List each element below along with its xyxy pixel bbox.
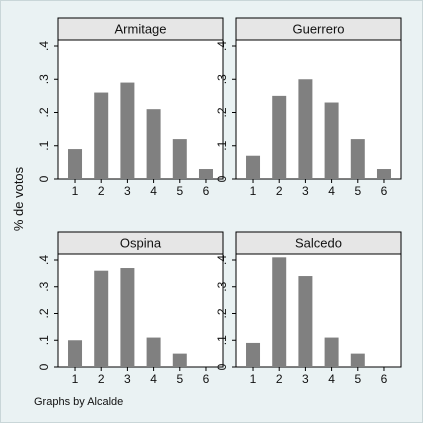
facet-note: Graphs by Alcalde [34,396,123,408]
bar-ospina-1 [68,340,83,367]
y-tick-label-salcedo-0: 0 [215,363,229,370]
y-tick-label-guerrero-2: .2 [215,107,229,117]
y-tick-label-ospina-3: .3 [37,281,51,291]
bar-salcedo-1 [246,342,261,367]
bar-ospina-5 [172,353,187,367]
x-tick-label-guerrero-5: 5 [354,184,361,198]
bar-guerrero-3 [298,79,313,179]
x-tick-label-salcedo-1: 1 [250,372,257,386]
x-tick-label-armitage-2: 2 [98,184,105,198]
x-tick-label-armitage-1: 1 [72,184,79,198]
panel-ospina [57,253,224,368]
bar-guerrero-4 [324,102,339,179]
x-tick-label-ospina-3: 3 [124,372,131,386]
y-tick-label-guerrero-0: 0 [215,175,229,182]
bar-armitage-5 [172,139,187,179]
y-tick-label-armitage-1: .1 [37,140,51,150]
bar-armitage-2 [94,92,109,179]
x-tick-label-ospina-1: 1 [72,372,79,386]
y-tick-label-armitage-0: 0 [37,175,51,182]
x-tick-label-salcedo-2: 2 [276,372,283,386]
bar-guerrero-5 [350,139,365,179]
x-tick-label-ospina-4: 4 [150,372,157,386]
x-tick-label-guerrero-3: 3 [302,184,309,198]
bar-salcedo-2 [272,257,287,367]
x-tick-label-guerrero-4: 4 [328,184,335,198]
y-tick-label-salcedo-4: .4 [215,255,229,265]
y-tick-label-ospina-0: 0 [37,363,51,370]
y-tick-label-ospina-2: .2 [37,308,51,318]
bar-guerrero-1 [246,155,261,179]
x-tick-label-ospina-2: 2 [98,372,105,386]
panel-salcedo [235,253,402,368]
bar-armitage-1 [68,149,83,179]
y-tick-label-ospina-4: .4 [37,255,51,265]
panel-header-ospina [57,231,224,255]
x-tick-label-armitage-3: 3 [124,184,131,198]
y-tick-label-guerrero-1: .1 [215,140,229,150]
x-tick-label-salcedo-4: 4 [328,372,335,386]
panel-title-ospina: Ospina [120,236,162,251]
y-tick-label-salcedo-2: .2 [215,308,229,318]
y-tick-label-salcedo-1: .1 [215,335,229,345]
bar-guerrero-2 [272,95,287,179]
x-tick-label-armitage-5: 5 [176,184,183,198]
panel-armitage [57,39,224,180]
bar-armitage-4 [146,109,161,179]
y-tick-label-ospina-1: .1 [37,335,51,345]
y-tick-label-guerrero-4: .4 [215,41,229,51]
y-tick-label-armitage-3: .3 [37,74,51,84]
panel-header-salcedo [235,231,402,255]
bar-armitage-6 [198,169,213,179]
bar-ospina-2 [94,270,109,367]
x-tick-label-armitage-6: 6 [203,184,210,198]
y-tick-label-salcedo-3: .3 [215,281,229,291]
y-tick-label-guerrero-3: .3 [215,74,229,84]
x-tick-label-guerrero-2: 2 [276,184,283,198]
panel-title-armitage: Armitage [114,22,166,37]
x-tick-label-guerrero-1: 1 [250,184,257,198]
panel-guerrero [235,39,402,180]
x-tick-label-salcedo-6: 6 [381,372,388,386]
x-tick-label-salcedo-5: 5 [354,372,361,386]
panel-title-guerrero: Guerrero [292,22,344,37]
x-tick-label-ospina-6: 6 [203,372,210,386]
y-axis-label: % de votos [11,166,26,231]
bar-salcedo-3 [298,276,313,367]
bar-armitage-3 [120,82,135,179]
panel-title-salcedo: Salcedo [295,236,342,251]
x-tick-label-salcedo-3: 3 [302,372,309,386]
bar-salcedo-4 [324,337,339,367]
x-tick-label-ospina-5: 5 [176,372,183,386]
bar-guerrero-6 [376,169,391,179]
bar-salcedo-5 [350,353,365,367]
y-tick-label-armitage-4: .4 [37,41,51,51]
panel-header-armitage [57,17,224,41]
panel-header-guerrero [235,17,402,41]
bar-ospina-3 [120,268,135,367]
x-tick-label-armitage-4: 4 [150,184,157,198]
y-tick-label-armitage-2: .2 [37,107,51,117]
bar-ospina-4 [146,337,161,367]
x-tick-label-guerrero-6: 6 [381,184,388,198]
